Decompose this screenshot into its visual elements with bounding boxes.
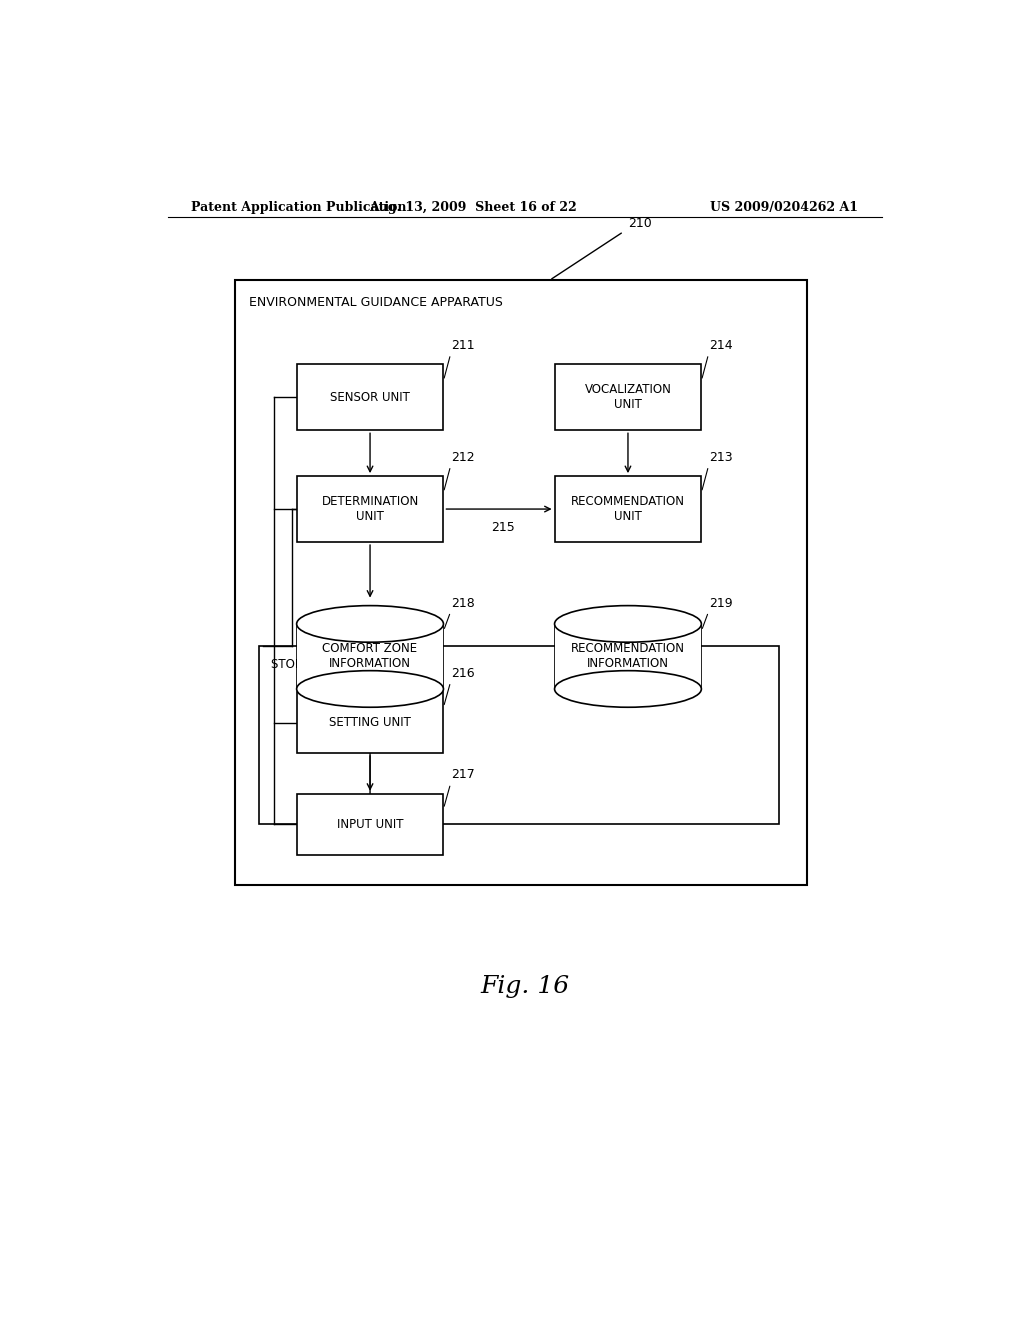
Bar xyxy=(297,624,443,689)
Text: Fig. 16: Fig. 16 xyxy=(480,975,569,998)
Text: COMFORT ZONE
INFORMATION: COMFORT ZONE INFORMATION xyxy=(323,643,418,671)
Bar xyxy=(555,477,701,543)
Bar xyxy=(297,692,443,752)
Text: 214: 214 xyxy=(710,339,733,352)
Bar xyxy=(259,647,778,824)
Text: RECOMMENDATION
UNIT: RECOMMENDATION UNIT xyxy=(571,495,685,523)
Bar xyxy=(297,364,443,430)
Text: SETTING UNIT: SETTING UNIT xyxy=(329,715,411,729)
Text: 219: 219 xyxy=(710,597,733,610)
Text: 215: 215 xyxy=(492,521,515,535)
Bar xyxy=(297,793,443,854)
Text: STORAGE UNIT: STORAGE UNIT xyxy=(270,659,358,672)
Bar xyxy=(555,624,701,689)
Text: DETERMINATION
UNIT: DETERMINATION UNIT xyxy=(322,495,419,523)
Bar xyxy=(297,477,443,543)
Text: 213: 213 xyxy=(710,451,733,463)
Text: ENVIRONMENTAL GUIDANCE APPARATUS: ENVIRONMENTAL GUIDANCE APPARATUS xyxy=(250,296,503,309)
Text: INPUT UNIT: INPUT UNIT xyxy=(337,817,403,830)
Text: SENSOR UNIT: SENSOR UNIT xyxy=(330,391,410,404)
Text: 216: 216 xyxy=(452,667,475,680)
Text: 212: 212 xyxy=(452,451,475,463)
Ellipse shape xyxy=(555,671,701,708)
Bar xyxy=(555,364,701,430)
Text: RECOMMENDATION
INFORMATION: RECOMMENDATION INFORMATION xyxy=(571,643,685,671)
Text: Aug. 13, 2009  Sheet 16 of 22: Aug. 13, 2009 Sheet 16 of 22 xyxy=(370,201,578,214)
Text: 218: 218 xyxy=(452,597,475,610)
Text: US 2009/0204262 A1: US 2009/0204262 A1 xyxy=(710,201,858,214)
Text: 211: 211 xyxy=(452,339,475,352)
Ellipse shape xyxy=(555,606,701,643)
Bar xyxy=(236,280,807,886)
Ellipse shape xyxy=(297,671,443,708)
Text: VOCALIZATION
UNIT: VOCALIZATION UNIT xyxy=(585,383,672,412)
Text: 217: 217 xyxy=(452,768,475,781)
Text: Patent Application Publication: Patent Application Publication xyxy=(191,201,407,214)
Text: 210: 210 xyxy=(628,216,651,230)
Ellipse shape xyxy=(297,606,443,643)
